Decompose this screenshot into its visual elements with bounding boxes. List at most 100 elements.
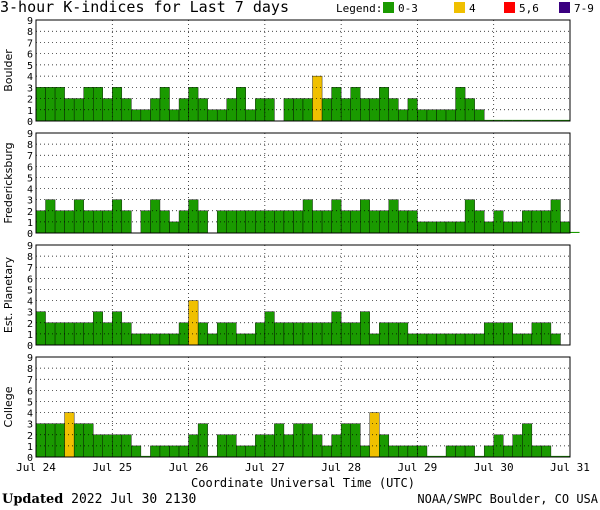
k-index-bar	[560, 221, 571, 234]
k-index-bar	[398, 445, 409, 458]
updated-value: 2022 Jul 30 2130	[71, 492, 197, 507]
legend-text: 0-3	[398, 2, 418, 15]
updated-text: Updated 2022 Jul 30 2130	[2, 492, 196, 507]
y-tick-label: 9	[27, 129, 33, 140]
k-index-bar	[388, 199, 399, 234]
legend-swatch-yellow	[454, 2, 465, 13]
station-label: Est. Planetary	[2, 256, 15, 333]
y-tick-label: 9	[27, 353, 33, 364]
k-index-bar	[531, 119, 542, 121]
k-index-bar	[560, 455, 570, 457]
k-index-bar	[360, 199, 370, 234]
k-index-bar	[216, 210, 227, 234]
x-tick-label: Jul 25	[92, 461, 132, 474]
y-tick-label: 7	[27, 263, 33, 274]
y-tick-label: 5	[27, 173, 33, 184]
k-index-bar	[436, 333, 447, 346]
k-index-bar	[321, 210, 332, 234]
k-index-bar	[436, 455, 447, 457]
k-index-bar	[188, 87, 199, 122]
k-index-bar	[541, 210, 552, 234]
y-tick-label: 7	[27, 151, 33, 162]
x-tick-label: Jul 31	[550, 461, 590, 474]
y-tick-label: 4	[27, 185, 33, 196]
k-index-bar	[493, 119, 504, 121]
legend-swatch-purple	[559, 2, 570, 13]
station-label: Boulder	[2, 49, 15, 92]
k-index-bar	[340, 423, 351, 458]
k-index-bar	[398, 109, 409, 122]
k-index-bar	[73, 322, 84, 346]
k-index-bar	[83, 87, 94, 122]
k-index-bar	[340, 210, 351, 234]
legend-swatch-red	[504, 2, 515, 13]
k-index-bar	[159, 445, 170, 458]
y-tick-label: 1	[27, 330, 33, 341]
k-index-bar	[321, 322, 332, 346]
k-index-bar	[150, 445, 161, 458]
k-index-bar	[550, 119, 561, 121]
updated-label: Updated	[2, 492, 64, 507]
plot-frame	[35, 244, 571, 346]
k-index-bar	[245, 109, 256, 122]
y-tick-label: 1	[27, 442, 33, 453]
k-index-bar	[150, 98, 161, 122]
k-index-bar	[369, 333, 380, 346]
y-tick-label: 0	[27, 341, 33, 352]
k-index-bar	[35, 311, 46, 346]
legend-text: 4	[469, 2, 476, 15]
k-index-bar	[159, 333, 170, 346]
k-index-bar	[121, 210, 132, 234]
k-index-bar	[274, 322, 285, 346]
k-index-bar	[207, 109, 218, 122]
k-index-bar	[350, 87, 361, 122]
k-index-bar	[550, 455, 561, 457]
y-tick-label: 9	[27, 241, 33, 252]
y-tick-label: 6	[27, 274, 33, 285]
k-index-bar	[407, 333, 418, 346]
k-index-bar	[197, 423, 208, 458]
k-index-bar	[550, 333, 561, 346]
k-index-bar	[455, 445, 466, 458]
k-index-bar	[197, 322, 208, 346]
k-index-bar	[178, 445, 189, 458]
x-tick-label: Jul 26	[169, 461, 209, 474]
k-index-bar	[140, 333, 151, 346]
y-tick-label: 4	[27, 297, 33, 308]
y-tick-label: 3	[27, 196, 33, 207]
k-index-bar	[169, 109, 180, 122]
k-index-bar	[293, 423, 304, 458]
y-tick-label: 3	[27, 420, 33, 431]
k-index-bar	[398, 322, 409, 346]
k-index-bar	[121, 322, 132, 346]
plot-frame	[35, 356, 571, 458]
legend-item-0-3: 0-3	[383, 2, 418, 15]
y-tick-label: 9	[27, 16, 33, 27]
k-index-bar	[321, 98, 332, 122]
k-index-bar	[112, 311, 123, 346]
k-index-bar	[350, 423, 361, 458]
k-index-bar	[302, 199, 313, 234]
y-tick-label: 1	[27, 218, 33, 229]
k-index-bar	[455, 87, 466, 122]
k-index-bar	[150, 333, 161, 346]
y-tick-label: 4	[27, 409, 33, 420]
y-tick-label: 8	[27, 252, 33, 263]
k-index-bar	[455, 221, 466, 234]
k-index-bar	[483, 221, 494, 234]
k-index-bar	[236, 445, 246, 458]
y-tick-label: 6	[27, 50, 33, 61]
k-index-bar	[369, 210, 380, 234]
k-index-bar	[93, 311, 103, 346]
k-index-bar	[379, 87, 390, 122]
k-index-bar	[188, 199, 199, 234]
k-index-bar	[550, 199, 561, 234]
k-index-bar	[426, 221, 437, 234]
x-tick-label: Jul 30	[474, 461, 514, 474]
k-index-bar	[417, 445, 428, 458]
y-tick-label: 8	[27, 140, 33, 151]
k-index-bar	[45, 87, 56, 122]
k-index-bar	[93, 87, 103, 122]
